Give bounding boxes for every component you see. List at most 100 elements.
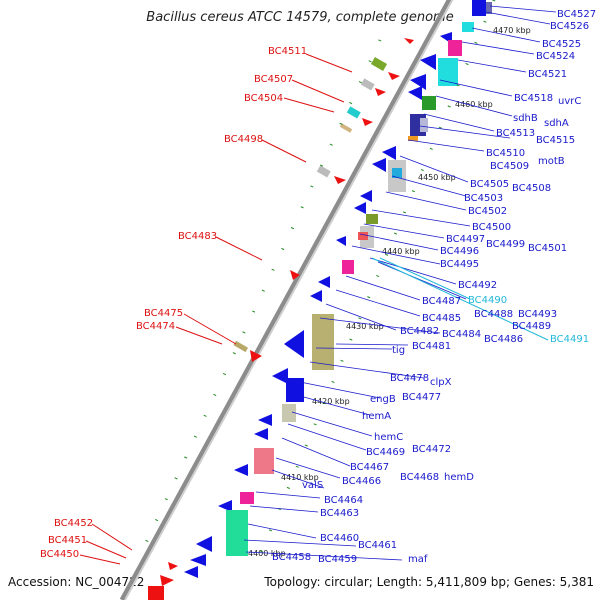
gene-label-bc4502[interactable]: BC4502 [468, 206, 507, 217]
gene-glyph [420, 118, 428, 132]
label-leader [309, 361, 425, 379]
gene-glyph [254, 448, 274, 474]
gene-label-bc4515[interactable]: BC4515 [536, 135, 575, 146]
gene-label-bc4451[interactable]: BC4451 [48, 535, 87, 546]
reverse-gene-track [184, 0, 492, 578]
gene-glyph [375, 88, 386, 96]
gene-label-uvrc[interactable]: uvrC [558, 96, 581, 107]
gene-glyph [284, 330, 304, 358]
gene-label-bc4509[interactable]: BC4509 [490, 161, 529, 172]
gene-label-hemc[interactable]: hemC [374, 432, 403, 443]
gene-label-bc4452[interactable]: BC4452 [54, 518, 93, 529]
gene-label-bc4511[interactable]: BC4511 [268, 46, 307, 57]
gene-label-bc4524[interactable]: BC4524 [536, 51, 575, 62]
gene-label-bc4504[interactable]: BC4504 [244, 93, 283, 104]
label-leader [359, 233, 439, 251]
gene-label-bc4510[interactable]: BC4510 [486, 148, 525, 159]
gene-label-bc4478[interactable]: BC4478 [390, 373, 429, 384]
gene-label-bc4484[interactable]: BC4484 [442, 329, 481, 340]
gene-label-bc4527[interactable]: BC4527 [557, 9, 596, 20]
gene-label-bc4460[interactable]: BC4460 [320, 533, 359, 544]
gene-label-bc4487[interactable]: BC4487 [422, 296, 461, 307]
gene-glyph [382, 146, 396, 160]
gene-label-bc4492[interactable]: BC4492 [458, 280, 497, 291]
gene-glyph [362, 118, 373, 126]
gene-label-bc4472[interactable]: BC4472 [412, 444, 451, 455]
gene-label-bc4464[interactable]: BC4464 [324, 495, 363, 506]
gene-label-bc4489[interactable]: BC4489 [512, 321, 551, 332]
gene-glyph [218, 500, 232, 512]
gene-label-bc4513[interactable]: BC4513 [496, 128, 535, 139]
gene-label-bc4521[interactable]: BC4521 [528, 69, 567, 80]
label-leader [335, 289, 421, 317]
gene-label-tig[interactable]: tig [392, 345, 405, 356]
gene-glyph [342, 260, 354, 274]
gene-label-bc4477[interactable]: BC4477 [402, 392, 441, 403]
gene-label-bc4466[interactable]: BC4466 [342, 476, 381, 487]
gene-label-bc4475[interactable]: BC4475 [144, 308, 183, 319]
gene-label-bc4469[interactable]: BC4469 [366, 447, 405, 458]
label-leader [299, 381, 381, 399]
gene-label-bc4474[interactable]: BC4474 [136, 321, 175, 332]
gene-label-bc4497[interactable]: BC4497 [446, 234, 485, 245]
gene-label-bc4498[interactable]: BC4498 [224, 134, 263, 145]
gene-label-bc4507[interactable]: BC4507 [254, 74, 293, 85]
gene-label-sdhb[interactable]: sdhB [513, 113, 538, 124]
gene-label-bc4458[interactable]: BC4458 [272, 552, 311, 563]
gene-label-bc4500[interactable]: BC4500 [472, 222, 511, 233]
gene-label-bc4485[interactable]: BC4485 [422, 313, 461, 324]
gene-label-bc4481[interactable]: BC4481 [412, 341, 451, 352]
gene-label-bc4508[interactable]: BC4508 [512, 183, 551, 194]
gene-glyph [388, 72, 400, 80]
gene-label-bc4488[interactable]: BC4488 [474, 309, 513, 320]
gene-glyph [422, 96, 436, 110]
gene-label-clpx[interactable]: clpX [430, 377, 452, 388]
gene-label-hemd[interactable]: hemD [444, 472, 474, 483]
gene-label-bc4525[interactable]: BC4525 [542, 39, 581, 50]
gene-label-maf[interactable]: maf [408, 554, 428, 565]
gene-label-engb[interactable]: engB [370, 394, 396, 405]
gene-label-hema[interactable]: hemA [362, 411, 391, 422]
gene-label-vals[interactable]: valS [302, 480, 323, 491]
gene-glyph [408, 136, 418, 141]
gene-label-bc4503[interactable]: BC4503 [464, 193, 503, 204]
gene-label-bc4496[interactable]: BC4496 [440, 246, 479, 257]
accession-text: Accession: NC_004722 [8, 575, 144, 589]
gene-label-bc4495[interactable]: BC4495 [440, 259, 479, 270]
gene-label-bc4491[interactable]: BC4491 [550, 334, 589, 345]
gene-label-bc4463[interactable]: BC4463 [320, 508, 359, 519]
gene-label-motb[interactable]: motB [538, 156, 565, 167]
gene-label-bc4505[interactable]: BC4505 [470, 179, 509, 190]
gene-glyph [404, 38, 414, 44]
gene-label-bc4450[interactable]: BC4450 [40, 549, 79, 560]
label-leader [363, 223, 445, 239]
forward-gene-track [148, 38, 414, 600]
gene-label-bc4467[interactable]: BC4467 [350, 462, 389, 473]
label-leader [245, 551, 403, 561]
gene-glyph [196, 536, 212, 552]
gene-glyph [240, 492, 254, 504]
gene-label-bc4490[interactable]: BC4490 [468, 295, 507, 306]
kbp-label-4450: 4450 kbp [418, 173, 456, 182]
gene-glyph [360, 78, 375, 91]
gene-glyph [234, 464, 248, 476]
gene-label-bc4483[interactable]: BC4483 [178, 231, 217, 242]
gene-label-bc4499[interactable]: BC4499 [486, 239, 525, 250]
gene-glyph [312, 314, 334, 370]
gene-label-bc4459[interactable]: BC4459 [318, 554, 357, 565]
gene-label-bc4468[interactable]: BC4468 [400, 472, 439, 483]
gene-label-bc4493[interactable]: BC4493 [518, 309, 557, 320]
gene-label-bc4482[interactable]: BC4482 [400, 326, 439, 337]
gene-label-bc4526[interactable]: BC4526 [550, 21, 589, 32]
reverse-gene-labels: BC4527 BC4526 BC4525 BC4524 BC4521 BC451… [272, 9, 596, 565]
label-leader [287, 423, 367, 451]
gene-label-bc4486[interactable]: BC4486 [484, 334, 523, 345]
gene-label-bc4501[interactable]: BC4501 [528, 243, 567, 254]
gene-label-bc4461[interactable]: BC4461 [358, 540, 397, 551]
kbp-label-4470: 4470 kbp [493, 26, 531, 35]
gene-label-bc4518[interactable]: BC4518 [514, 93, 553, 104]
gene-label-sdha[interactable]: sdhA [544, 118, 569, 129]
kbp-label-4460: 4460 kbp [455, 100, 493, 109]
gene-glyph [448, 40, 462, 56]
label-leader [247, 523, 317, 539]
